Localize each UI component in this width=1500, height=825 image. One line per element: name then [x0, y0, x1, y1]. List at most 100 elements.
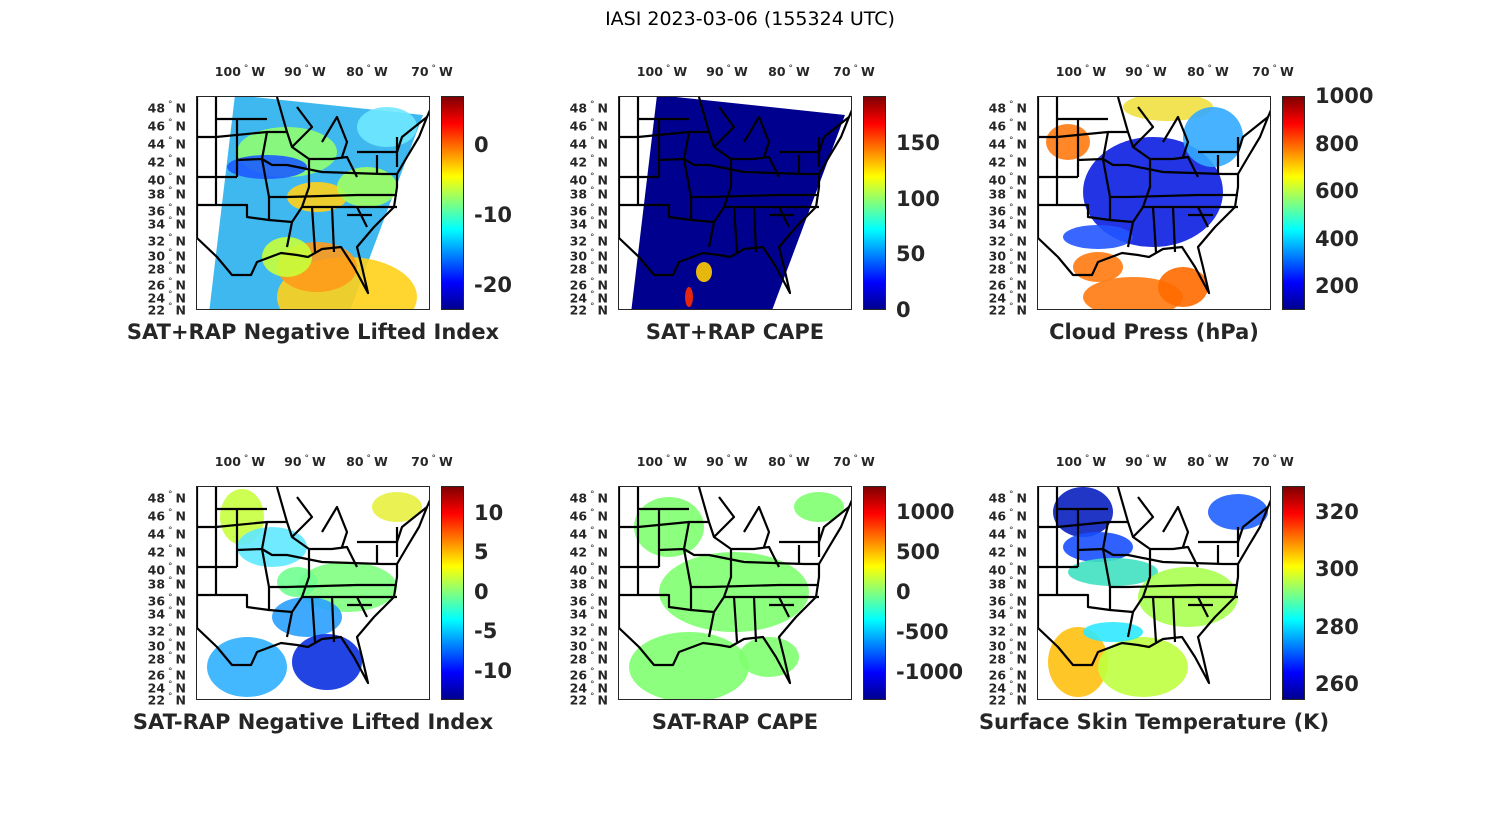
lat-tick-label: 46 ° N: [569, 118, 608, 134]
data-region: [634, 497, 704, 557]
lat-tick-label: 36 ° N: [569, 593, 608, 609]
data-region: [1048, 627, 1108, 697]
state-border-lines: [619, 97, 819, 238]
lat-tick-label: 30 ° N: [147, 248, 186, 264]
lat-tick-label: 32 ° N: [988, 623, 1027, 639]
lat-tick-label: 28 ° N: [988, 261, 1027, 277]
lat-tick-label: 28 ° N: [569, 651, 608, 667]
lat-tick-label: 46 ° N: [569, 508, 608, 524]
lat-tick-label: 38 ° N: [988, 186, 1027, 202]
data-region: [1053, 487, 1113, 537]
colorbar-tick-label: 0: [896, 580, 911, 604]
colorbar-tick-label: 0: [474, 579, 489, 604]
map-plot: [196, 96, 430, 310]
lat-tick-label: 36 ° N: [988, 203, 1027, 219]
colorbar-tick-label: 400: [1315, 226, 1359, 251]
data-region: [659, 552, 809, 632]
colorbar: [441, 486, 464, 700]
state-border-lines: [697, 487, 850, 568]
map-plot: [196, 486, 430, 700]
colorbar-tick-label: 260: [1315, 671, 1359, 696]
colorbar-tick-label: -5: [474, 619, 498, 644]
lon-tick-label: 70 ° W: [833, 64, 875, 80]
lat-tick-label: 42 ° N: [147, 154, 186, 170]
lon-tick-label: 100 ° W: [636, 64, 688, 80]
lon-tick-label: 70 ° W: [411, 64, 453, 80]
lat-tick-label: 28 ° N: [569, 261, 608, 277]
data-region: [1208, 494, 1268, 530]
lon-tick-label: 80 ° W: [346, 64, 388, 80]
colorbar-tick-label: 280: [1315, 614, 1359, 639]
colorbar: [863, 96, 886, 310]
map-panel-sat-rap-cape: 100 ° W 90 ° W 80 ° W 70 ° W 48 ° N 46 ° N 44 ° N 42 ° N 40 ° N 38 °…: [562, 50, 940, 350]
state-border-lines: [1038, 109, 1270, 295]
data-region: [372, 492, 422, 522]
lat-tick-label: 34 ° N: [988, 216, 1027, 232]
colorbar-tick-label: 150: [896, 130, 940, 155]
lat-tick-label: 36 ° N: [988, 593, 1027, 609]
panel-title: Cloud Press (hPa): [1049, 320, 1259, 344]
colorbar-tick-label: 300: [1315, 557, 1359, 582]
colorbar-tick-label: 320: [1315, 499, 1359, 524]
map-panel-surface-skin-temperature-k: 100 ° W 90 ° W 80 ° W 70 ° W 48 ° N 46 ° N 44 ° N 42 ° N 40 ° N 38 °…: [979, 440, 1359, 740]
state-border-lines: [197, 499, 429, 685]
state-border-lines: [1038, 487, 1238, 628]
data-region: [1083, 622, 1143, 642]
colorbar-tick-label: 500: [896, 540, 940, 564]
lon-tick-label: 100 ° W: [636, 454, 688, 470]
colorbar-tick-label: 5: [474, 540, 489, 565]
map-panel-sat-rap-negative-lifted-index: 100 ° W 90 ° W 80 ° W 70 ° W 48 ° N 46 ° N 44 ° N 42 ° N 40 ° N 38 °…: [127, 50, 512, 350]
lat-tick-label: 36 ° N: [147, 593, 186, 609]
lon-tick-label: 80 ° W: [346, 454, 388, 470]
lat-tick-label: 32 ° N: [147, 623, 186, 639]
lat-tick-label: 44 ° N: [569, 526, 608, 542]
state-border-lines: [1038, 499, 1270, 685]
data-region: [1046, 124, 1090, 160]
colorbar-tick-label: 1000: [896, 500, 955, 524]
panel-title: SAT+RAP Negative Lifted Index: [126, 320, 500, 344]
lat-tick-label: 38 ° N: [147, 576, 186, 592]
lat-tick-label: 24 ° N: [569, 680, 608, 696]
lat-tick-label: 48 ° N: [988, 100, 1027, 116]
lat-tick-label: 44 ° N: [147, 526, 186, 542]
state-border-lines: [197, 109, 429, 295]
data-region: [1158, 267, 1208, 307]
colorbar-tick-label: 10: [474, 500, 504, 525]
state-border-lines: [619, 109, 851, 295]
state-border-lines: [1109, 527, 1240, 643]
colorbar-tick-label: -10: [474, 202, 512, 227]
colorbar: [863, 486, 886, 700]
data-region: [629, 632, 749, 699]
lat-tick-label: 46 ° N: [988, 118, 1027, 134]
colorbar-tick-label: -20: [474, 272, 512, 297]
lat-tick-label: 26 ° N: [147, 277, 186, 293]
lat-tick-label: 40 ° N: [147, 172, 186, 188]
colorbar-tick-label: -1000: [896, 660, 964, 684]
colorbar: [1282, 96, 1305, 310]
map-panel-sat-rap-negative-lifted-index: 100 ° W 90 ° W 80 ° W 70 ° W 48 ° N 46 ° N 44 ° N 42 ° N 40 ° N 38 °…: [133, 440, 512, 740]
lat-tick-label: 40 ° N: [988, 172, 1027, 188]
state-border-lines: [197, 97, 397, 238]
map-plot: [1037, 486, 1271, 700]
lat-tick-label: 34 ° N: [569, 606, 608, 622]
map-plot: [618, 96, 852, 310]
lat-tick-label: 32 ° N: [147, 233, 186, 249]
map-panel-cloud-press-hpa: 100 ° W 90 ° W 80 ° W 70 ° W 48 ° N 46 ° N 44 ° N 42 ° N 40 ° N 38 °…: [981, 50, 1374, 350]
colorbar-tick-label: 0: [474, 132, 489, 157]
lat-tick-label: 48 ° N: [147, 490, 186, 506]
lon-tick-label: 100 ° W: [214, 454, 266, 470]
data-region: [207, 637, 287, 697]
map-plot: [618, 486, 852, 700]
data-region: [357, 107, 417, 147]
state-border-lines: [697, 97, 850, 178]
lat-tick-label: 46 ° N: [147, 118, 186, 134]
lat-tick-label: 24 ° N: [147, 290, 186, 306]
lat-tick-label: 42 ° N: [569, 154, 608, 170]
state-border-lines: [1116, 97, 1269, 178]
panel-title: Surface Skin Temperature (K): [978, 710, 1330, 734]
lon-tick-label: 100 ° W: [1055, 454, 1107, 470]
state-border-lines: [275, 97, 428, 178]
lat-tick-label: 24 ° N: [988, 680, 1027, 696]
colorbar-tick-label: 0: [896, 298, 911, 322]
data-region: [337, 167, 397, 207]
